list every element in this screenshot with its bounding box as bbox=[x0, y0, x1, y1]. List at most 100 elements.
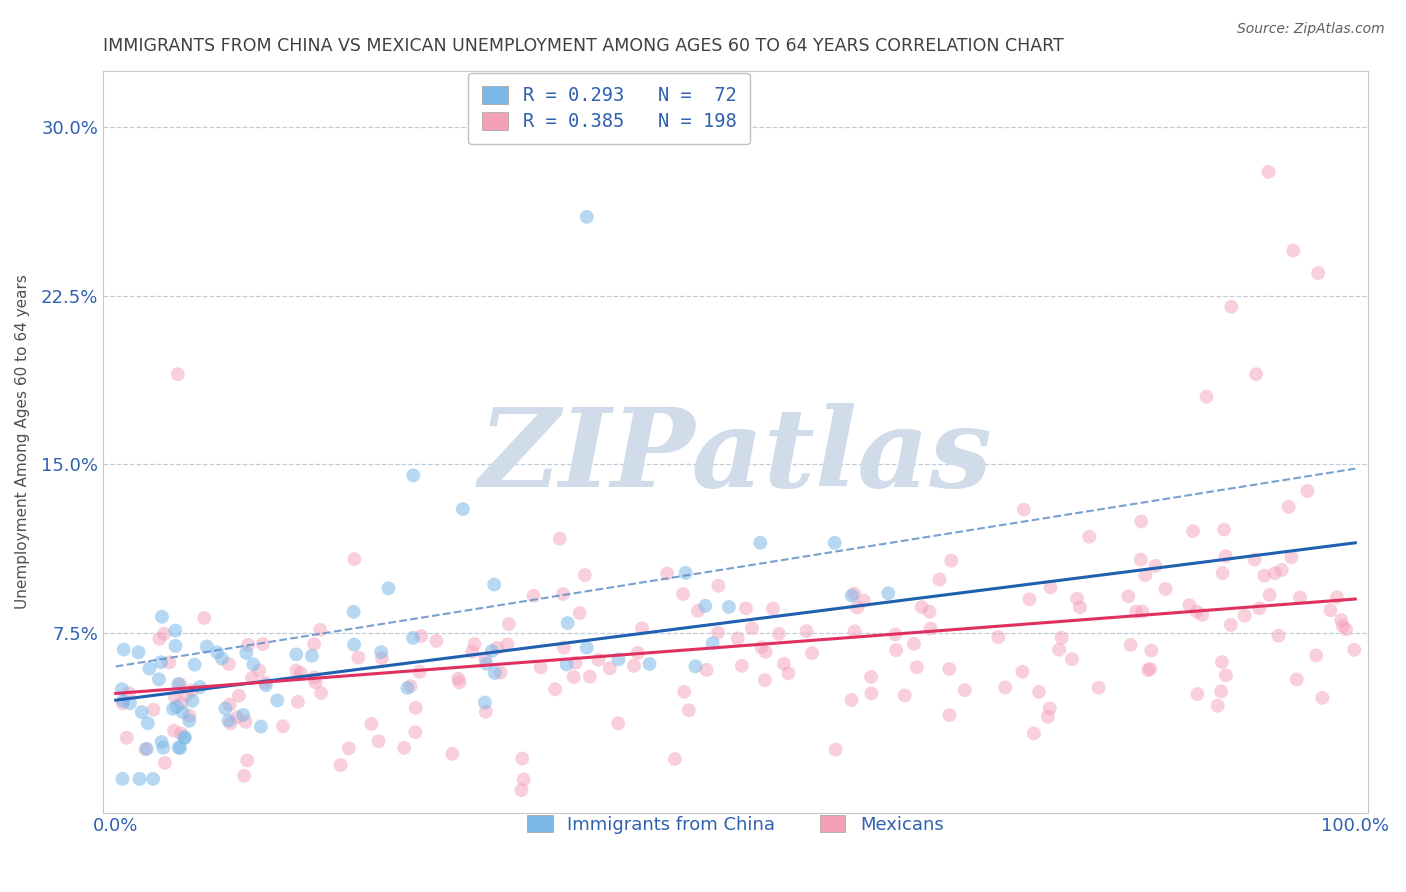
Point bbox=[1036, 710, 1059, 724]
Point bbox=[801, 646, 824, 660]
Point bbox=[226, 710, 249, 724]
Point bbox=[1220, 300, 1243, 314]
Point bbox=[153, 756, 176, 770]
Point bbox=[588, 653, 610, 667]
Point bbox=[148, 632, 170, 646]
Point bbox=[482, 577, 505, 591]
Point bbox=[181, 694, 204, 708]
Point bbox=[1296, 484, 1319, 499]
Point bbox=[664, 752, 686, 766]
Point bbox=[510, 783, 533, 797]
Point bbox=[844, 624, 866, 639]
Point bbox=[218, 714, 240, 728]
Point bbox=[1078, 530, 1101, 544]
Point bbox=[309, 686, 332, 700]
Point bbox=[112, 642, 135, 657]
Point bbox=[575, 210, 598, 224]
Point bbox=[749, 536, 772, 550]
Point bbox=[768, 627, 790, 641]
Point bbox=[562, 670, 585, 684]
Point bbox=[461, 645, 484, 659]
Point bbox=[1181, 524, 1204, 538]
Point bbox=[1011, 665, 1033, 679]
Point bbox=[489, 665, 512, 680]
Point bbox=[754, 673, 776, 688]
Point bbox=[142, 703, 165, 717]
Point bbox=[115, 731, 138, 745]
Point bbox=[271, 719, 294, 733]
Point bbox=[135, 741, 157, 756]
Point bbox=[1279, 550, 1302, 565]
Point bbox=[762, 601, 785, 615]
Point bbox=[343, 638, 366, 652]
Point bbox=[987, 630, 1010, 644]
Point bbox=[1334, 622, 1357, 636]
Point bbox=[1257, 165, 1279, 179]
Point bbox=[1249, 601, 1271, 615]
Point bbox=[623, 658, 645, 673]
Point bbox=[574, 568, 596, 582]
Point bbox=[1213, 523, 1236, 537]
Point bbox=[236, 753, 259, 767]
Point bbox=[1306, 266, 1329, 280]
Point bbox=[1215, 668, 1237, 682]
Point bbox=[1087, 681, 1109, 695]
Point bbox=[179, 714, 201, 728]
Point bbox=[285, 664, 308, 678]
Point bbox=[1187, 687, 1209, 701]
Point bbox=[1215, 549, 1237, 563]
Point bbox=[285, 648, 308, 662]
Point bbox=[631, 621, 654, 635]
Point bbox=[824, 742, 846, 756]
Point bbox=[371, 651, 394, 665]
Point bbox=[302, 637, 325, 651]
Point bbox=[860, 670, 883, 684]
Point bbox=[219, 716, 242, 731]
Point bbox=[112, 694, 135, 708]
Point bbox=[1271, 563, 1294, 577]
Point bbox=[235, 646, 257, 660]
Point bbox=[173, 731, 195, 746]
Legend: Immigrants from China, Mexicans: Immigrants from China, Mexicans bbox=[516, 804, 955, 845]
Point bbox=[232, 707, 254, 722]
Point bbox=[1282, 244, 1305, 258]
Point bbox=[910, 600, 932, 615]
Point bbox=[240, 671, 263, 685]
Point bbox=[463, 637, 485, 651]
Point bbox=[138, 661, 160, 675]
Point bbox=[846, 600, 869, 615]
Point bbox=[734, 601, 756, 615]
Point bbox=[337, 741, 360, 756]
Point bbox=[250, 719, 273, 733]
Point bbox=[1119, 638, 1142, 652]
Point bbox=[1243, 552, 1265, 566]
Point bbox=[564, 656, 586, 670]
Point bbox=[607, 716, 630, 731]
Point bbox=[1069, 600, 1091, 615]
Point bbox=[841, 693, 863, 707]
Point bbox=[1140, 643, 1163, 657]
Point bbox=[342, 605, 364, 619]
Point bbox=[928, 573, 950, 587]
Point bbox=[150, 735, 173, 749]
Point bbox=[111, 772, 134, 786]
Point bbox=[551, 587, 574, 601]
Point bbox=[893, 689, 915, 703]
Point bbox=[360, 716, 382, 731]
Point bbox=[1244, 368, 1267, 382]
Point bbox=[211, 651, 233, 665]
Point bbox=[1212, 566, 1234, 580]
Point bbox=[475, 657, 498, 671]
Point bbox=[522, 589, 544, 603]
Point bbox=[396, 681, 419, 695]
Point bbox=[884, 627, 907, 641]
Point bbox=[179, 709, 201, 723]
Point bbox=[343, 552, 366, 566]
Point bbox=[451, 502, 474, 516]
Point bbox=[638, 657, 661, 671]
Point bbox=[555, 657, 578, 672]
Point bbox=[405, 700, 427, 714]
Point bbox=[1219, 618, 1241, 632]
Point bbox=[301, 648, 323, 663]
Point bbox=[707, 625, 730, 640]
